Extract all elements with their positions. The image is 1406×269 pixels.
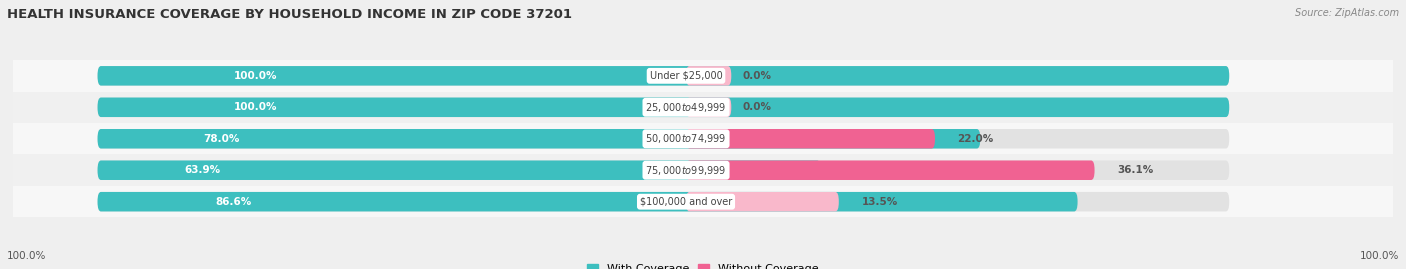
Text: 100.0%: 100.0% <box>7 251 46 261</box>
FancyBboxPatch shape <box>97 192 1229 211</box>
Text: $100,000 and over: $100,000 and over <box>640 197 733 207</box>
Text: 0.0%: 0.0% <box>742 71 772 81</box>
Text: 100.0%: 100.0% <box>233 71 277 81</box>
Text: 63.9%: 63.9% <box>184 165 221 175</box>
Text: $25,000 to $49,999: $25,000 to $49,999 <box>645 101 727 114</box>
FancyBboxPatch shape <box>686 66 731 86</box>
Text: 22.0%: 22.0% <box>957 134 994 144</box>
Text: 100.0%: 100.0% <box>1360 251 1399 261</box>
FancyBboxPatch shape <box>97 161 821 180</box>
FancyBboxPatch shape <box>97 161 1229 180</box>
FancyBboxPatch shape <box>97 66 1229 86</box>
Legend: With Coverage, Without Coverage: With Coverage, Without Coverage <box>582 259 824 269</box>
Text: HEALTH INSURANCE COVERAGE BY HOUSEHOLD INCOME IN ZIP CODE 37201: HEALTH INSURANCE COVERAGE BY HOUSEHOLD I… <box>7 8 572 21</box>
Text: 86.6%: 86.6% <box>215 197 252 207</box>
FancyBboxPatch shape <box>13 186 1393 217</box>
FancyBboxPatch shape <box>13 91 1393 123</box>
Text: Under $25,000: Under $25,000 <box>650 71 723 81</box>
FancyBboxPatch shape <box>97 129 980 148</box>
FancyBboxPatch shape <box>97 98 1229 117</box>
Text: 100.0%: 100.0% <box>233 102 277 112</box>
FancyBboxPatch shape <box>13 60 1393 91</box>
Text: $75,000 to $99,999: $75,000 to $99,999 <box>645 164 727 177</box>
FancyBboxPatch shape <box>97 129 1229 148</box>
FancyBboxPatch shape <box>97 98 1229 117</box>
FancyBboxPatch shape <box>686 98 731 117</box>
Text: 36.1%: 36.1% <box>1118 165 1153 175</box>
Text: $50,000 to $74,999: $50,000 to $74,999 <box>645 132 727 145</box>
FancyBboxPatch shape <box>97 66 1229 86</box>
FancyBboxPatch shape <box>97 192 1077 211</box>
Text: Source: ZipAtlas.com: Source: ZipAtlas.com <box>1295 8 1399 18</box>
Text: 13.5%: 13.5% <box>862 197 897 207</box>
Text: 0.0%: 0.0% <box>742 102 772 112</box>
FancyBboxPatch shape <box>686 192 839 211</box>
FancyBboxPatch shape <box>13 123 1393 154</box>
FancyBboxPatch shape <box>13 154 1393 186</box>
Text: 78.0%: 78.0% <box>204 134 240 144</box>
FancyBboxPatch shape <box>686 161 1094 180</box>
FancyBboxPatch shape <box>686 129 935 148</box>
